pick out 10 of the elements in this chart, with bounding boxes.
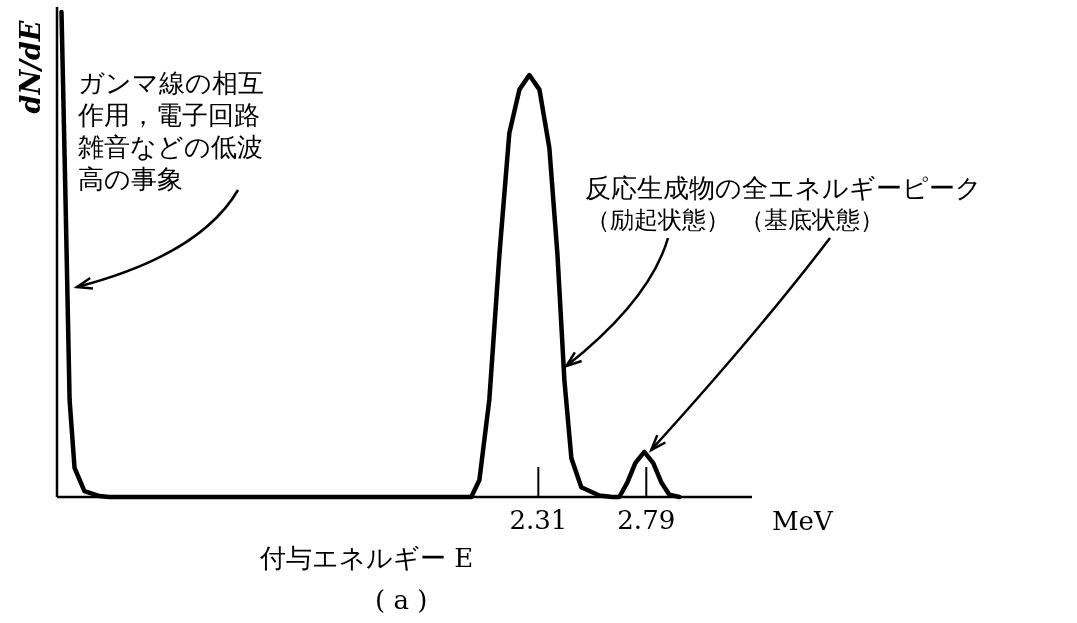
y-axis-title: dN/dE (15, 20, 46, 114)
annotation: （基底状態） (740, 206, 884, 234)
annotation: ガンマ線の相互作用，電子回路雑音などの低波高の事象 (77, 68, 264, 194)
annotation: （励起状態） (586, 206, 730, 234)
x-axis-title: 付与エネルギー E (259, 543, 474, 573)
annotation: 反応生成物の全エネルギーピーク (585, 173, 982, 203)
x-tick-label: 2.79 (617, 505, 676, 535)
x-tick-label: 2.31 (509, 505, 568, 535)
text: MeV (772, 506, 835, 536)
text: ( a ) (375, 585, 428, 615)
